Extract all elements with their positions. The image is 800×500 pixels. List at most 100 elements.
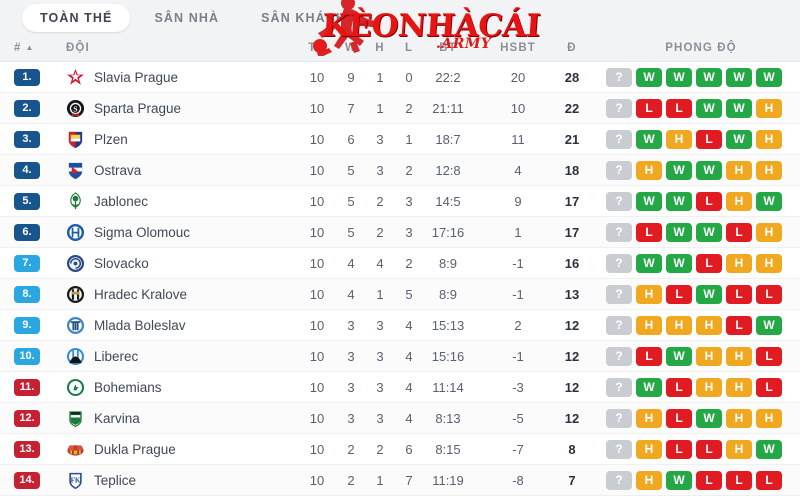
form-win-badge[interactable]: W xyxy=(756,315,782,335)
form-unknown-badge[interactable]: ? xyxy=(606,98,632,118)
form-loss-badge[interactable]: L xyxy=(726,222,752,242)
form-win-badge[interactable]: W xyxy=(666,222,692,242)
tab-overall[interactable]: TOÀN THỂ xyxy=(22,3,131,32)
form-win-badge[interactable]: W xyxy=(636,253,662,273)
form-loss-badge[interactable]: L xyxy=(696,129,722,149)
table-row[interactable]: 2. S Sparta Prague 10 7 1 2 21:11 10 22? L L W W H xyxy=(0,93,800,124)
form-win-badge[interactable]: W xyxy=(726,129,752,149)
form-win-badge[interactable]: W xyxy=(696,222,722,242)
form-win-badge[interactable]: W xyxy=(666,470,692,490)
form-draw-badge[interactable]: H xyxy=(726,191,752,211)
form-draw-badge[interactable]: H xyxy=(666,315,692,335)
team-cell[interactable]: Karvina xyxy=(66,403,266,433)
form-win-badge[interactable]: W xyxy=(636,67,662,87)
form-loss-badge[interactable]: L xyxy=(756,346,782,366)
form-win-badge[interactable]: W xyxy=(666,253,692,273)
form-draw-badge[interactable]: H xyxy=(756,129,782,149)
form-draw-badge[interactable]: H xyxy=(636,439,662,459)
form-unknown-badge[interactable]: ? xyxy=(606,439,632,459)
form-win-badge[interactable]: W xyxy=(756,191,782,211)
form-win-badge[interactable]: W xyxy=(756,67,782,87)
form-loss-badge[interactable]: L xyxy=(696,191,722,211)
form-win-badge[interactable]: W xyxy=(696,98,722,118)
form-unknown-badge[interactable]: ? xyxy=(606,222,632,242)
form-draw-badge[interactable]: H xyxy=(756,98,782,118)
team-cell[interactable]: Ostrava xyxy=(66,155,266,185)
tab-away[interactable]: SÂN KHÁCH xyxy=(261,10,347,25)
team-cell[interactable]: Slovacko xyxy=(66,248,266,278)
form-draw-badge[interactable]: H xyxy=(756,222,782,242)
form-loss-badge[interactable]: L xyxy=(666,98,692,118)
tab-home[interactable]: SÂN NHÀ xyxy=(154,10,220,25)
table-row[interactable]: 8. Hradec Kralove 10 4 1 5 8:9 -1 13? H L W L L xyxy=(0,279,800,310)
form-loss-badge[interactable]: L xyxy=(636,98,662,118)
form-unknown-badge[interactable]: ? xyxy=(606,284,632,304)
form-win-badge[interactable]: W xyxy=(666,160,692,180)
column-header-form[interactable]: PHONG ĐỘ xyxy=(665,42,737,54)
form-win-badge[interactable]: W xyxy=(636,377,662,397)
team-cell[interactable]: Plzen xyxy=(66,124,266,154)
form-win-badge[interactable]: W xyxy=(696,408,722,428)
form-draw-badge[interactable]: H xyxy=(636,160,662,180)
team-cell[interactable]: Jablonec xyxy=(66,186,266,216)
form-loss-badge[interactable]: L xyxy=(696,439,722,459)
team-cell[interactable]: Mlada Boleslav xyxy=(66,310,266,340)
form-draw-badge[interactable]: H xyxy=(636,284,662,304)
form-win-badge[interactable]: W xyxy=(696,67,722,87)
form-draw-badge[interactable]: H xyxy=(636,408,662,428)
form-draw-badge[interactable]: H xyxy=(756,408,782,428)
form-unknown-badge[interactable]: ? xyxy=(606,315,632,335)
table-row[interactable]: 7. Slovacko 10 4 4 2 8:9 -1 16? W W L H H xyxy=(0,248,800,279)
form-win-badge[interactable]: W xyxy=(666,191,692,211)
form-loss-badge[interactable]: L xyxy=(636,222,662,242)
form-win-badge[interactable]: W xyxy=(696,160,722,180)
form-loss-badge[interactable]: L xyxy=(696,253,722,273)
form-draw-badge[interactable]: H xyxy=(726,408,752,428)
column-header-points[interactable]: Đ xyxy=(567,42,577,54)
form-draw-badge[interactable]: H xyxy=(726,439,752,459)
table-row[interactable]: 4. Ostrava 10 5 3 2 12:8 4 18? H W W H H xyxy=(0,155,800,186)
table-row[interactable]: 3. Plzen 10 6 3 1 18:7 11 21? W H L W H xyxy=(0,124,800,155)
table-row[interactable]: 6. Sigma Olomouc 10 5 2 3 17:16 1 17? L W W L H xyxy=(0,217,800,248)
column-header-goals[interactable]: BT xyxy=(439,42,457,54)
column-header-team[interactable]: ĐỘI xyxy=(66,42,90,54)
form-draw-badge[interactable]: H xyxy=(636,470,662,490)
form-unknown-badge[interactable]: ? xyxy=(606,67,632,87)
form-win-badge[interactable]: W xyxy=(636,129,662,149)
form-loss-badge[interactable]: L xyxy=(666,439,692,459)
column-header-rank[interactable]: # ▲ xyxy=(14,35,56,61)
team-cell[interactable]: S Sparta Prague xyxy=(66,93,266,123)
table-row[interactable]: 12. Karvina 10 3 3 4 8:13 -5 12? H L W H H xyxy=(0,403,800,434)
column-header-lost[interactable]: L xyxy=(404,42,414,54)
form-loss-badge[interactable]: L xyxy=(666,284,692,304)
form-draw-badge[interactable]: H xyxy=(726,253,752,273)
form-unknown-badge[interactable]: ? xyxy=(606,346,632,366)
table-row[interactable]: 14. FK Teplice 10 2 1 7 11:19 -8 7? H W L L L xyxy=(0,465,800,496)
column-header-played[interactable]: TR xyxy=(308,42,326,54)
form-unknown-badge[interactable]: ? xyxy=(606,408,632,428)
form-unknown-badge[interactable]: ? xyxy=(606,191,632,211)
form-draw-badge[interactable]: H xyxy=(696,377,722,397)
table-row[interactable]: 13. Dukla Prague 10 2 2 6 8:15 -7 8? H L L H W xyxy=(0,434,800,465)
form-win-badge[interactable]: W xyxy=(666,346,692,366)
form-draw-badge[interactable]: H xyxy=(726,377,752,397)
form-loss-badge[interactable]: L xyxy=(696,470,722,490)
form-loss-badge[interactable]: L xyxy=(666,377,692,397)
form-loss-badge[interactable]: L xyxy=(756,470,782,490)
table-row[interactable]: 5. Jablonec 10 5 2 3 14:5 9 17? W W L H W xyxy=(0,186,800,217)
column-header-draw[interactable]: H xyxy=(375,42,385,54)
table-row[interactable]: 11. Bohemians 10 3 3 4 11:14 -3 12? W L H H L xyxy=(0,372,800,403)
form-loss-badge[interactable]: L xyxy=(726,470,752,490)
team-cell[interactable]: Hradec Kralove xyxy=(66,279,266,309)
team-cell[interactable]: Liberec xyxy=(66,341,266,371)
form-loss-badge[interactable]: L xyxy=(756,284,782,304)
form-draw-badge[interactable]: H xyxy=(756,253,782,273)
form-loss-badge[interactable]: L xyxy=(756,377,782,397)
form-draw-badge[interactable]: H xyxy=(726,346,752,366)
form-draw-badge[interactable]: H xyxy=(666,129,692,149)
form-unknown-badge[interactable]: ? xyxy=(606,470,632,490)
form-unknown-badge[interactable]: ? xyxy=(606,160,632,180)
form-draw-badge[interactable]: H xyxy=(756,160,782,180)
form-loss-badge[interactable]: L xyxy=(636,346,662,366)
form-unknown-badge[interactable]: ? xyxy=(606,253,632,273)
